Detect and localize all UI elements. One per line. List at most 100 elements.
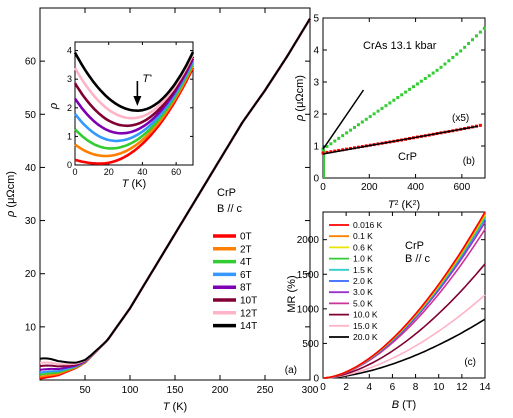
x-tick-label: 100	[122, 385, 139, 396]
x-tick-label: 250	[257, 385, 274, 396]
series-line-0.016 K	[322, 211, 486, 379]
series-line-15.0 K	[322, 294, 486, 379]
legend-label: 15.0 K	[353, 321, 378, 331]
axis-label-part: 2	[413, 200, 417, 207]
tstar-T: T	[142, 73, 150, 85]
series-line-3.0 K	[322, 221, 486, 379]
legend-label: 0.6 K	[353, 242, 373, 252]
inset-x-tick-label: 40	[137, 167, 147, 177]
data-point	[341, 134, 345, 138]
axis-label-part: )	[416, 199, 420, 211]
axis-label-part: (μΩcm)	[294, 75, 306, 115]
series-line-10.0 K	[322, 263, 486, 379]
panel-b-frame	[322, 17, 486, 179]
data-point	[427, 74, 431, 78]
y-tick-label: 0	[313, 374, 319, 385]
data-point	[459, 49, 463, 53]
data-point	[439, 65, 443, 69]
x-tick-label: 10	[433, 382, 445, 393]
data-point	[329, 142, 333, 146]
data-point	[396, 96, 400, 100]
data-point	[471, 38, 475, 42]
data-point	[333, 139, 337, 143]
field-direction-label: B // c	[405, 253, 431, 265]
y-tick-label: 50	[25, 110, 37, 121]
data-point	[474, 34, 478, 38]
x-tick-label: 150	[167, 385, 184, 396]
field-direction-label: B // c	[217, 203, 243, 215]
y-tick-label: 3	[313, 78, 319, 89]
data-point	[325, 144, 329, 148]
y-tick-label: 4	[313, 46, 319, 57]
data-point	[404, 90, 408, 94]
data-point	[455, 52, 459, 56]
fit-line	[322, 125, 479, 155]
panel-label: (b)	[463, 156, 475, 167]
x-axis-label: T2 (K2)	[388, 199, 420, 211]
axis-label-part: T	[163, 401, 171, 413]
data-point	[345, 131, 349, 135]
inset-y-tick-label: 4	[67, 46, 72, 56]
y-tick-label: 2000	[297, 235, 320, 246]
axis-label-part: (K)	[170, 401, 188, 413]
inset-series-10T	[73, 55, 195, 128]
data-point	[431, 71, 435, 75]
tstar-arrow-head	[133, 96, 142, 106]
y-axis-label: MR (%)	[286, 275, 298, 312]
inset-y-tick-label: 3	[67, 74, 72, 84]
x-axis-label: B (T)	[392, 399, 416, 411]
data-point	[392, 98, 396, 102]
axis-label-part: MR (%)	[286, 275, 298, 312]
legend-label: 14T	[240, 321, 257, 332]
y-tick-label: 1500	[297, 270, 320, 281]
inset-y-tick-label: 0	[67, 160, 72, 170]
legend-label: 5.0 K	[353, 298, 373, 308]
material-label: CrP	[217, 187, 236, 199]
y-axis-label: ρ (μΩcm)	[5, 171, 17, 218]
inset-y-tick-label: 1	[67, 131, 72, 141]
data-point	[388, 101, 392, 105]
legend-label: 4T	[240, 257, 252, 268]
x-tick-label: 200	[361, 182, 378, 193]
axis-label-part: ρ	[294, 115, 306, 122]
y-tick-label: 5	[313, 14, 319, 25]
x-tick-label: 2	[343, 382, 349, 393]
legend-label: 2.0 K	[353, 276, 373, 286]
data-point	[356, 123, 360, 127]
material-label: CrP	[405, 240, 424, 252]
y-tick-label: 40	[25, 163, 37, 174]
x-tick-label: 200	[212, 385, 229, 396]
y-tick-label: 1	[313, 142, 319, 153]
data-point	[482, 26, 486, 30]
legend-label: 1.0 K	[353, 254, 373, 264]
panel-label: (c)	[464, 357, 476, 368]
data-point	[423, 76, 427, 80]
inset-frame	[74, 41, 194, 166]
x-tick-label: 400	[407, 182, 424, 193]
series-line-1.5 K	[322, 217, 486, 379]
data-point	[408, 87, 412, 91]
x-tick-label: 0	[320, 182, 326, 193]
inset-x-axis-label: T (K)	[122, 178, 146, 190]
scale-label: (x5)	[452, 113, 469, 124]
y-axis-label: ρ (μΩcm)	[294, 75, 306, 122]
data-point	[478, 30, 482, 34]
y-tick-label: 20	[25, 269, 37, 280]
x-tick-label: 12	[456, 382, 468, 393]
series-line-2.0 K	[322, 218, 486, 379]
y-tick-label: 0	[313, 174, 319, 185]
data-point	[368, 115, 372, 119]
series-line-1.0 K	[322, 215, 486, 379]
legend-label: 0.1 K	[353, 231, 373, 241]
data-point	[349, 128, 353, 132]
data-point	[443, 62, 447, 66]
y-tick-label: 30	[25, 216, 37, 227]
axis-label-part: T	[122, 178, 130, 190]
panel-label: (a)	[285, 365, 297, 376]
inset-series-4T	[74, 62, 195, 150]
axis-label-part: ρ	[48, 103, 60, 110]
axis-label-part: (μΩcm)	[5, 171, 17, 211]
